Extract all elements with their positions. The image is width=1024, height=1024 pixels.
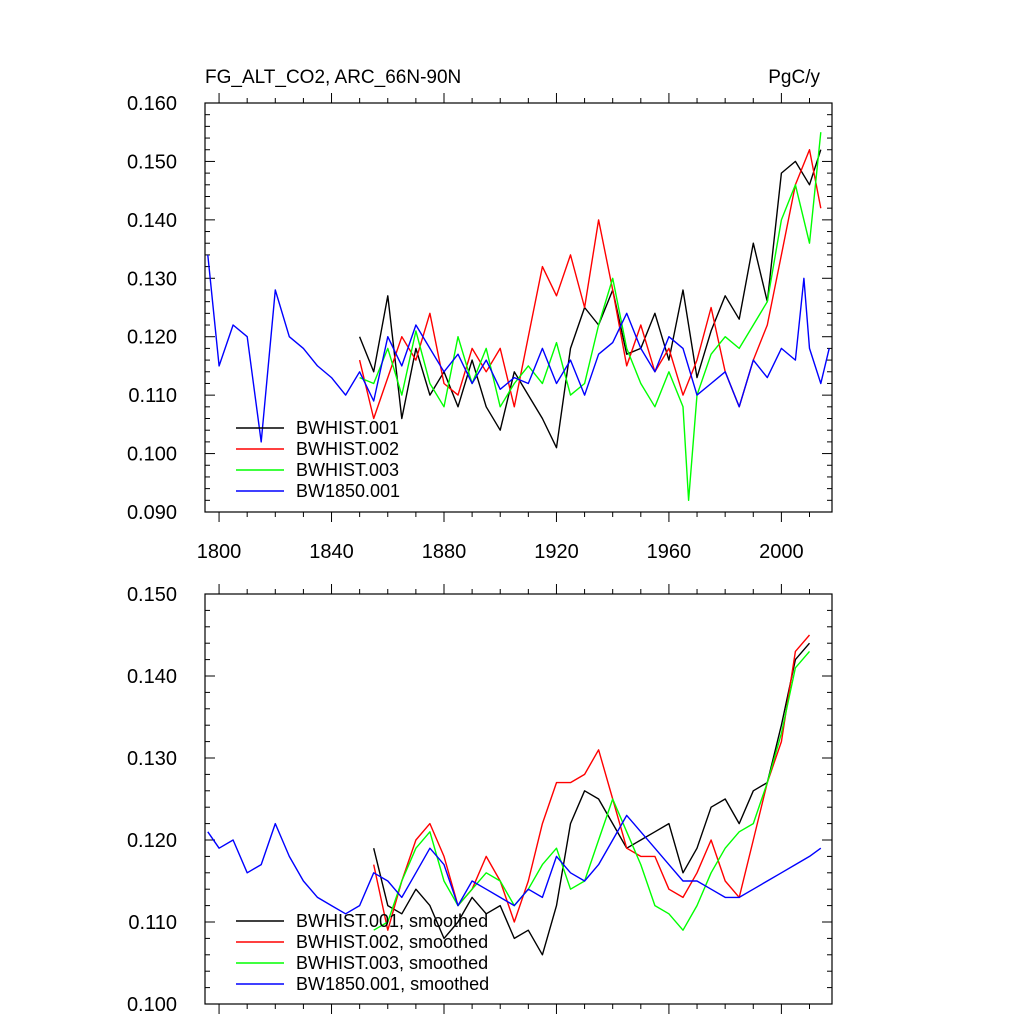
x-tick-label: 1960 xyxy=(647,541,692,563)
y-tick-label: 0.110 xyxy=(128,385,177,407)
y-tick-label: 0.160 xyxy=(127,93,177,115)
series-line-1 xyxy=(373,642,811,956)
legend-label: BWHIST.003 xyxy=(296,460,399,480)
legend-label: BW1850.001 xyxy=(296,481,400,501)
x-tick-label: 1840 xyxy=(309,541,354,563)
legend-label: BWHIST.001 xyxy=(296,418,399,438)
y-tick-label: 0.140 xyxy=(127,666,177,688)
y-tick-label: 0.150 xyxy=(127,584,177,606)
series-line-1 xyxy=(358,149,822,449)
x-tick-label: 1880 xyxy=(422,541,467,563)
series-line-3 xyxy=(359,132,822,501)
x-tick-label: 1920 xyxy=(534,541,579,563)
legend-label: BWHIST.002 xyxy=(296,439,399,459)
legend-label: BWHIST.001, smoothed xyxy=(296,911,488,931)
y-tick-label: 0.100 xyxy=(127,444,177,466)
series-line-3 xyxy=(373,650,811,931)
plot-frame xyxy=(204,593,833,1005)
legend-label: BW1850.001, smoothed xyxy=(296,974,489,994)
y-tick-label: 0.090 xyxy=(127,502,177,524)
plot-frame xyxy=(204,102,833,513)
series-line-4 xyxy=(207,814,822,915)
y-tick-label: 0.120 xyxy=(127,830,177,852)
y-tick-label: 0.130 xyxy=(127,268,177,290)
legend-label: BWHIST.003, smoothed xyxy=(296,953,488,973)
y-tick-label: 0.120 xyxy=(127,327,177,349)
chart-top: 0.090 0.100 0.110 0.120 0.130 0.140 0.150 0.160… xyxy=(127,67,833,563)
y-tick-label: 0.150 xyxy=(127,151,177,173)
chart-bottom: 0.100 0.110 0.120 0.130 0.140 0.150 BWHIST.001… xyxy=(127,584,833,1016)
x-tick-label: 1800 xyxy=(197,541,242,563)
series-line-2 xyxy=(373,634,811,931)
series-line-4 xyxy=(207,254,830,443)
legend-label: BWHIST.002, smoothed xyxy=(296,932,488,952)
x-tick-label: 2000 xyxy=(759,541,804,563)
y-tick-label: 0.100 xyxy=(127,994,177,1016)
y-tick-label: 0.140 xyxy=(127,210,177,232)
y-tick-label: 0.110 xyxy=(128,912,177,934)
y-tick-label: 0.130 xyxy=(127,748,177,770)
chart-title: FG_ALT_CO2, ARC_66N-90N xyxy=(205,67,461,88)
units-label: PgC/y xyxy=(768,67,820,88)
